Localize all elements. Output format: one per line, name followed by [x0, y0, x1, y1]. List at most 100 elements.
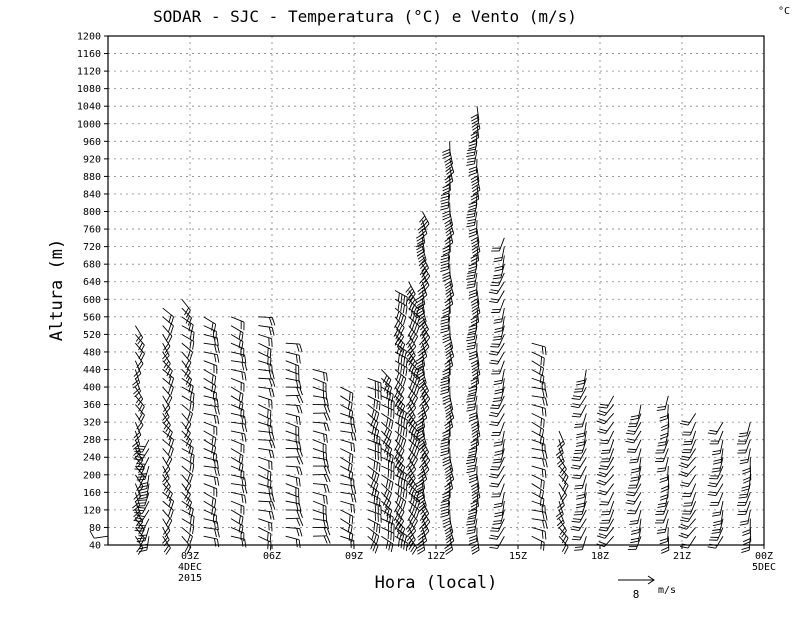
barb-feather: [166, 368, 171, 377]
barb-staff: [747, 509, 751, 524]
barb-feather: [391, 394, 394, 403]
wind-barb: [468, 343, 478, 361]
wind-barb: [203, 369, 217, 385]
barb-feather: [445, 163, 453, 169]
barb-feather: [410, 530, 417, 538]
y-tick-label: 240: [83, 453, 101, 464]
barb-feather: [494, 265, 503, 269]
barb-feather: [134, 452, 141, 459]
barb-feather: [348, 471, 351, 480]
barb-staff: [447, 316, 451, 331]
barb-feather: [296, 405, 300, 414]
barb-feather: [410, 346, 417, 354]
barb-staff: [500, 448, 505, 463]
barb-feather: [133, 519, 142, 523]
barb-staff: [162, 448, 173, 460]
barb-feather: [296, 503, 299, 512]
barb-feather: [296, 387, 300, 396]
barb-feather: [384, 383, 388, 392]
barb-staff: [230, 448, 244, 456]
barb-feather: [393, 452, 399, 460]
barb-staff: [230, 412, 245, 417]
barb-staff: [583, 422, 587, 437]
barb-feather: [134, 512, 143, 514]
barb-staff: [258, 465, 272, 473]
barb-feather: [545, 389, 548, 398]
wind-barb: [656, 457, 669, 473]
barb-feather: [138, 496, 147, 500]
barb-staff: [367, 413, 379, 424]
barb-feather: [741, 485, 750, 489]
barb-feather: [466, 397, 475, 400]
wind-barb: [470, 106, 480, 125]
barb-feather: [378, 402, 381, 411]
barb-staff: [181, 342, 193, 353]
barb-staff: [258, 342, 272, 350]
barb-staff: [531, 509, 546, 513]
barb-feather: [376, 535, 380, 545]
barb-feather: [415, 295, 424, 301]
wind-barb: [596, 413, 615, 425]
barb-feather: [423, 284, 430, 292]
barb-feather: [445, 224, 453, 231]
barb-staff: [258, 509, 273, 513]
barb-staff: [381, 430, 392, 442]
barb-feather: [470, 318, 479, 324]
barb-staff: [449, 158, 455, 173]
barb-feather: [216, 538, 220, 548]
barb-feather: [544, 346, 547, 356]
barb-staff: [581, 413, 587, 427]
barb-feather: [557, 440, 564, 448]
barb-feather: [467, 341, 476, 345]
barb-feather: [563, 537, 569, 546]
wind-barb: [494, 316, 505, 334]
y-tick-label: 800: [83, 207, 101, 218]
barb-staff: [134, 369, 141, 383]
barb-feather: [402, 427, 405, 436]
barb-feather: [471, 429, 479, 435]
barb-feather: [397, 395, 403, 403]
barb-feather: [216, 399, 219, 408]
barb-staff: [476, 158, 478, 173]
barb-feather: [489, 362, 498, 365]
barb-feather: [468, 289, 477, 293]
barb-staff: [381, 404, 395, 411]
barb-feather: [409, 433, 414, 443]
barb-staff: [230, 325, 244, 334]
barb-feather: [420, 218, 427, 226]
barb-feather: [419, 537, 427, 544]
barb-feather: [571, 520, 580, 523]
barb-feather: [576, 441, 585, 444]
barb-feather: [140, 414, 145, 423]
barb-feather: [656, 531, 666, 534]
barb-feather: [395, 331, 401, 340]
barb-staff: [531, 527, 546, 532]
barb-staff: [141, 448, 150, 461]
barb-staff: [500, 509, 505, 524]
barb-feather: [415, 233, 424, 239]
wind-barb: [203, 527, 220, 538]
wind-barb: [492, 325, 505, 341]
barb-feather: [444, 297, 452, 304]
barb-feather: [421, 510, 428, 518]
barb-feather: [271, 327, 275, 336]
barb-feather: [417, 374, 425, 380]
barb-feather: [416, 510, 420, 519]
barb-staff: [581, 378, 587, 392]
barb-feather: [133, 431, 140, 439]
barb-feather: [184, 421, 190, 430]
wind-barb: [660, 474, 670, 493]
barb-feather: [440, 330, 449, 334]
barb-feather: [295, 416, 298, 425]
barb-staff: [558, 492, 565, 506]
barb-staff: [394, 483, 408, 492]
wind-barb: [712, 509, 724, 527]
barb-feather: [133, 388, 140, 395]
barb-feather: [413, 520, 418, 529]
barb-staff: [501, 369, 505, 384]
barb-feather: [416, 494, 425, 499]
barb-feather: [440, 268, 449, 272]
barb-feather: [348, 409, 351, 419]
barb-feather: [576, 493, 585, 497]
barb-feather: [466, 216, 475, 219]
